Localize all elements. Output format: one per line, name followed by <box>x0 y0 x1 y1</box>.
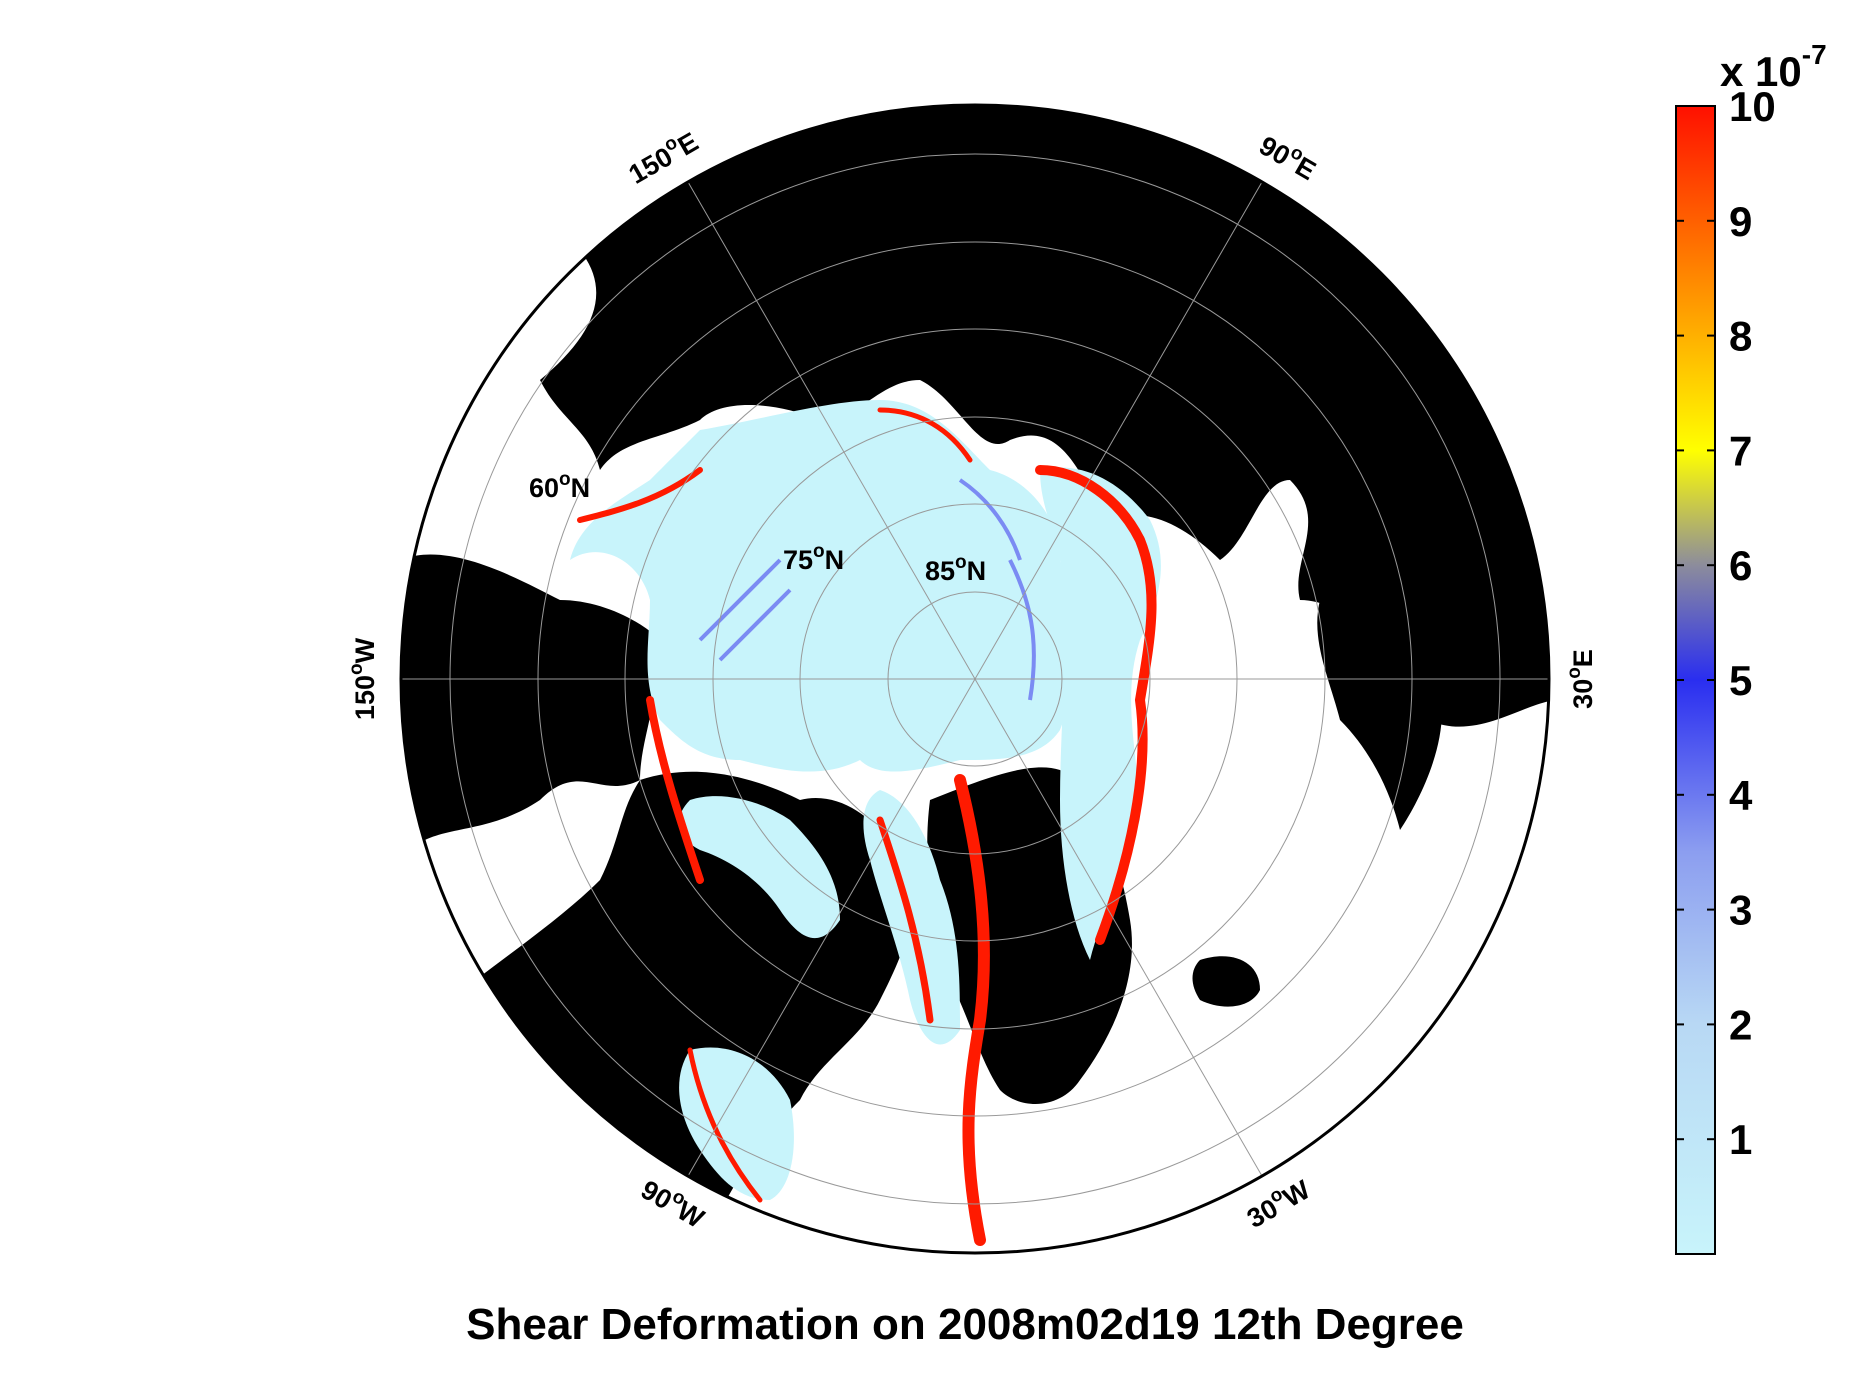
land-alaska <box>401 554 660 860</box>
lon-label-30e: 30oE <box>1564 649 1598 709</box>
shear-margin-baffin <box>876 816 934 1024</box>
colorbar-tick-label: 3 <box>1729 887 1752 934</box>
shear-margins <box>577 407 1157 1246</box>
lat-85n-value: 85 <box>925 556 955 586</box>
sea-ice-archipelago <box>679 796 840 939</box>
lon-label-150w: 150oW <box>346 637 380 720</box>
lon-30e-value: 30 <box>1568 679 1598 709</box>
lat-75n-degree: o <box>813 541 825 562</box>
colorbar-tick-label: 8 <box>1729 313 1752 360</box>
lon-90w-value: 90 <box>636 1174 677 1215</box>
shear-margin-siberian-coast <box>1035 465 1157 945</box>
latitude-labels: 60oN 75oN 85oN <box>529 469 986 586</box>
lat-label-60n: 60oN <box>529 469 590 503</box>
colorbar-tick-label: 9 <box>1729 198 1752 245</box>
shear-margin-hudson <box>687 1047 763 1203</box>
map-frame <box>399 103 1551 1255</box>
lat-85n-suffix: N <box>967 556 987 586</box>
lon-30e-degree: o <box>1564 667 1585 679</box>
colorbar: 1 2 3 4 5 6 7 8 9 10 x 10-7 <box>1675 39 1827 1255</box>
polar-map: 150oE 90oE 30oE 30oW 90oW 150oW 60oN <box>346 103 1598 1255</box>
meridian-150e-30w <box>687 181 1263 1177</box>
lon-label-90e: 90oE <box>1254 127 1323 186</box>
sea-ice-hudson <box>679 1047 794 1200</box>
lon-30e-suffix: E <box>1568 649 1598 667</box>
colorbar-tick-label: 1 <box>1729 1116 1752 1163</box>
lon-150w-degree: o <box>346 663 367 675</box>
shear-features <box>698 478 1036 701</box>
land-scandinavia <box>1317 596 1442 830</box>
colorbar-multiplier: x 10-7 <box>1720 39 1827 95</box>
shear-margin-chukchi <box>577 467 703 523</box>
shear-margin-greenland-coast <box>954 774 990 1246</box>
colorbar-tick-label: 4 <box>1729 772 1753 819</box>
shear-feature-1 <box>698 558 782 642</box>
shear-feature-2 <box>718 588 792 662</box>
figure-title: Shear Deformation on 2008m02d19 12th Deg… <box>466 1300 1464 1349</box>
shear-margin-canadian-coast <box>646 696 704 884</box>
land-iceland <box>1192 956 1260 1007</box>
lon-150w-value: 150 <box>350 675 380 720</box>
colorbar-ticks: 1 2 3 4 5 6 7 8 9 10 <box>1676 83 1776 1163</box>
lat-label-75n: 75oN <box>783 541 844 575</box>
lon-30w-suffix: W <box>1278 1174 1316 1213</box>
lat-75n-value: 75 <box>783 545 813 575</box>
land-eurasia <box>540 105 1549 727</box>
lat-60n-suffix: N <box>571 473 591 503</box>
lat-60n-degree: o <box>559 469 571 490</box>
colorbar-tick-label: 6 <box>1729 542 1752 589</box>
shear-margin-eastsiberian <box>877 407 973 463</box>
lat-75n-suffix: N <box>825 545 845 575</box>
lat-60n-value: 60 <box>529 473 559 503</box>
lon-90e-value: 90 <box>1254 130 1295 171</box>
colorbar-tick-label: 5 <box>1729 657 1752 704</box>
colorbar-tick-label: 7 <box>1729 427 1752 474</box>
lon-150e-suffix: E <box>673 127 704 162</box>
colorbar-multiplier-exponent: -7 <box>1802 39 1827 70</box>
shear-feature-3 <box>1008 559 1036 701</box>
colorbar-tick-label: 10 <box>1729 83 1776 130</box>
colorbar-multiplier-prefix: x 10 <box>1720 48 1802 95</box>
lon-150w-suffix: W <box>350 637 380 663</box>
graticule <box>401 153 1549 1205</box>
lat-label-85n: 85oN <box>925 552 986 586</box>
lat-85n-degree: o <box>955 552 967 573</box>
colorbar-tick-label: 2 <box>1729 1001 1752 1048</box>
shear-feature-4 <box>958 478 1022 561</box>
